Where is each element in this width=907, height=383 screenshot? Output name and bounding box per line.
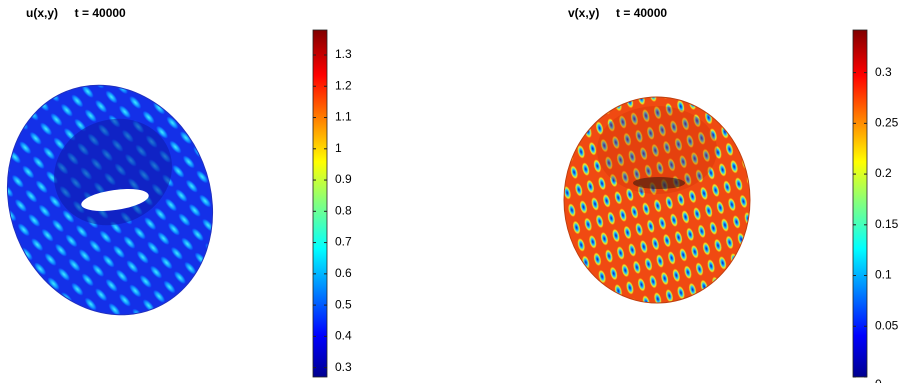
colorbar-tick-label: 0.1 <box>875 268 892 282</box>
colorbar-tick-label: 0.4 <box>335 329 352 343</box>
colorbar-tick-label: 0.8 <box>335 203 352 217</box>
surface-v <box>563 96 751 304</box>
colorbar-tick-label: 1 <box>335 141 342 155</box>
colorbar-tick-label: 0.25 <box>875 116 899 130</box>
colorbar-tick-label: 0.3 <box>875 65 892 79</box>
colorbar <box>312 29 328 378</box>
colorbar-tick-label: 0.6 <box>335 266 352 280</box>
colorbar-tick-label: 1.3 <box>335 47 352 61</box>
colorbar-tick-label: 0.5 <box>335 297 352 311</box>
colorbar <box>852 29 868 378</box>
colorbar-tick-label: 1.2 <box>335 78 352 92</box>
colorbar-tick-label: 0.7 <box>335 235 352 249</box>
colorbar-tick-label: 0.9 <box>335 172 352 186</box>
colorbar-tick-label: 0.15 <box>875 217 899 231</box>
colorbar-tick-label: 0.2 <box>875 166 892 180</box>
colorbar-tick-label: 0 <box>875 377 882 383</box>
colorbar-tick-label: 0.3 <box>335 360 352 374</box>
colorbar-tick-label: 0.05 <box>875 318 899 332</box>
panel-title: v(x,y) t = 40000 <box>568 6 667 20</box>
colorbar-tick-label: 1.1 <box>335 110 352 124</box>
panel-title: u(x,y) t = 40000 <box>26 6 126 20</box>
surface-u <box>6 84 214 316</box>
